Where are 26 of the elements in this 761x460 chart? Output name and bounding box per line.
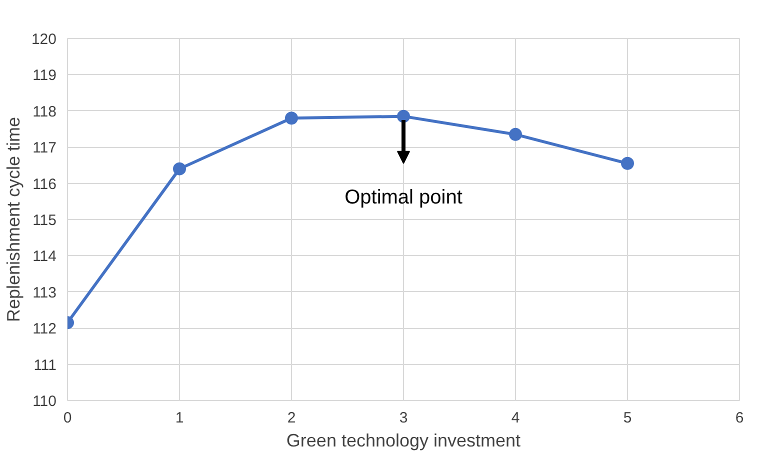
point <box>621 156 634 170</box>
point <box>285 112 298 125</box>
x-tick-label: 5 <box>623 410 632 426</box>
x-tick-label: 4 <box>511 410 520 426</box>
x-axis-title: Green technology investment <box>286 430 521 450</box>
y-tick-label: 113 <box>32 284 57 302</box>
y-tick-label: 116 <box>32 176 57 193</box>
y-tick-label: 112 <box>32 320 57 338</box>
y-tick-label: 111 <box>34 356 57 374</box>
y-tick-label: 117 <box>32 140 57 157</box>
y-tick-label: 115 <box>32 212 57 229</box>
point <box>173 162 186 176</box>
y-tick-label: 120 <box>31 31 57 48</box>
y-tick-label: 110 <box>32 393 57 410</box>
y-tick-label: 118 <box>32 103 57 120</box>
annotation: Optimal point <box>344 186 463 209</box>
x-tick-label: 6 <box>735 410 744 426</box>
y-tick-label: 114 <box>32 248 57 266</box>
x-tick-label: 1 <box>175 410 184 426</box>
x-tick-label: 2 <box>287 410 296 426</box>
y-tick-label: 119 <box>32 67 57 84</box>
y-axis-title: Replenishment cycle time <box>3 116 24 322</box>
x-tick-label: 3 <box>399 410 408 426</box>
point <box>397 110 410 123</box>
x-tick-label: 0 <box>63 410 72 426</box>
point <box>509 128 522 141</box>
